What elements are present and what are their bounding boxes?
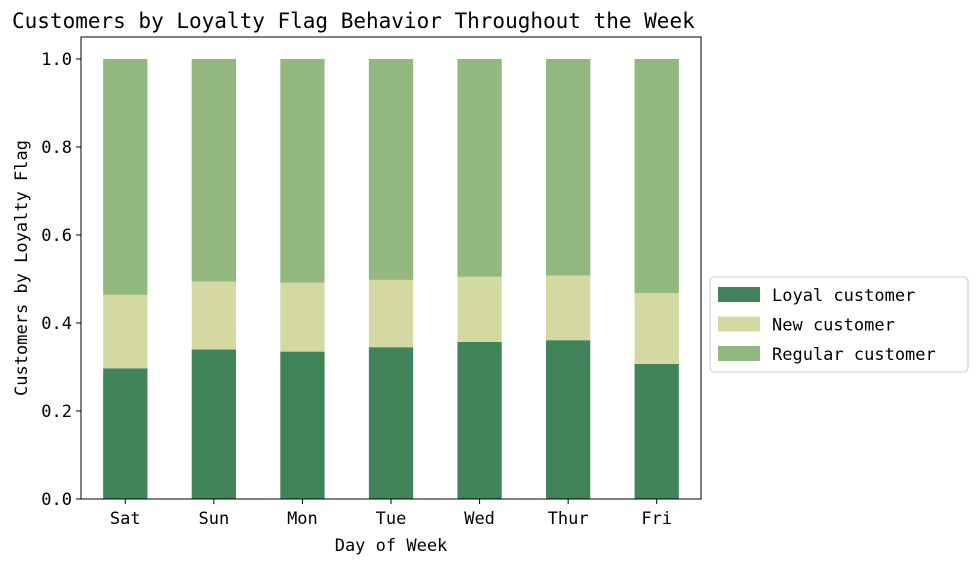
bar-mon-regular-customer [280,59,325,283]
legend-swatch [718,316,760,332]
bar-fri-new-customer [634,293,679,364]
x-axis-label: Day of Week [335,536,448,556]
y-axis: 0.0 0.2 0.4 0.6 0.8 1.0 [41,50,81,510]
bar-sat-new-customer [103,294,148,369]
x-tick-label: Sun [198,509,229,529]
x-tick-label: Fri [641,509,672,529]
bar-wed-loyal-customer [457,341,502,499]
bar-mon-new-customer [280,282,325,352]
legend-label: Loyal customer [772,286,915,306]
bar-mon-loyal-customer [280,351,325,499]
bar-sun-loyal-customer [191,349,236,499]
bar-wed-new-customer [457,276,502,342]
legend: Loyal customer New customer Regular custom… [709,276,969,373]
legend-label: New customer [772,316,895,336]
bar-thur-new-customer [546,275,591,341]
y-tick-label: 0.0 [41,490,72,510]
chart-title: Customers by Loyalty Flag Behavior Throu… [12,9,695,33]
y-tick-label: 0.8 [41,138,72,158]
y-tick-label: 0.6 [41,226,72,246]
bar-sun-regular-customer [191,59,236,282]
y-tick-label: 0.4 [41,314,72,334]
legend-label: Regular customer [772,345,936,365]
bar-tue-new-customer [368,279,414,348]
bar-sun-new-customer [191,281,236,350]
x-tick-label: Thur [548,509,589,529]
bar-sat-loyal-customer [103,368,148,499]
bar-fri-loyal-customer [634,363,679,499]
legend-box [709,276,969,373]
bar-tue-regular-customer [368,59,414,280]
bar-fri-regular-customer [634,59,679,294]
y-tick-label: 0.2 [41,402,72,422]
x-axis: Sat Sun Mon Tue Wed Thur Fri [110,499,672,529]
bar-thur-regular-customer [546,59,591,276]
legend-swatch [718,287,760,302]
bar-thur-loyal-customer [546,340,591,499]
x-tick-label: Wed [464,509,495,529]
x-tick-label: Mon [287,509,318,529]
legend-swatch [718,346,760,361]
bar-tue-loyal-customer [368,347,414,499]
x-tick-label: Sat [110,509,141,529]
bar-sat-regular-customer [103,59,148,295]
bar-wed-regular-customer [457,59,502,277]
y-tick-label: 1.0 [41,50,72,70]
y-axis-label: Customers by Loyalty Flag [12,140,32,396]
bars-group [103,59,679,499]
x-tick-label: Tue [376,509,407,529]
